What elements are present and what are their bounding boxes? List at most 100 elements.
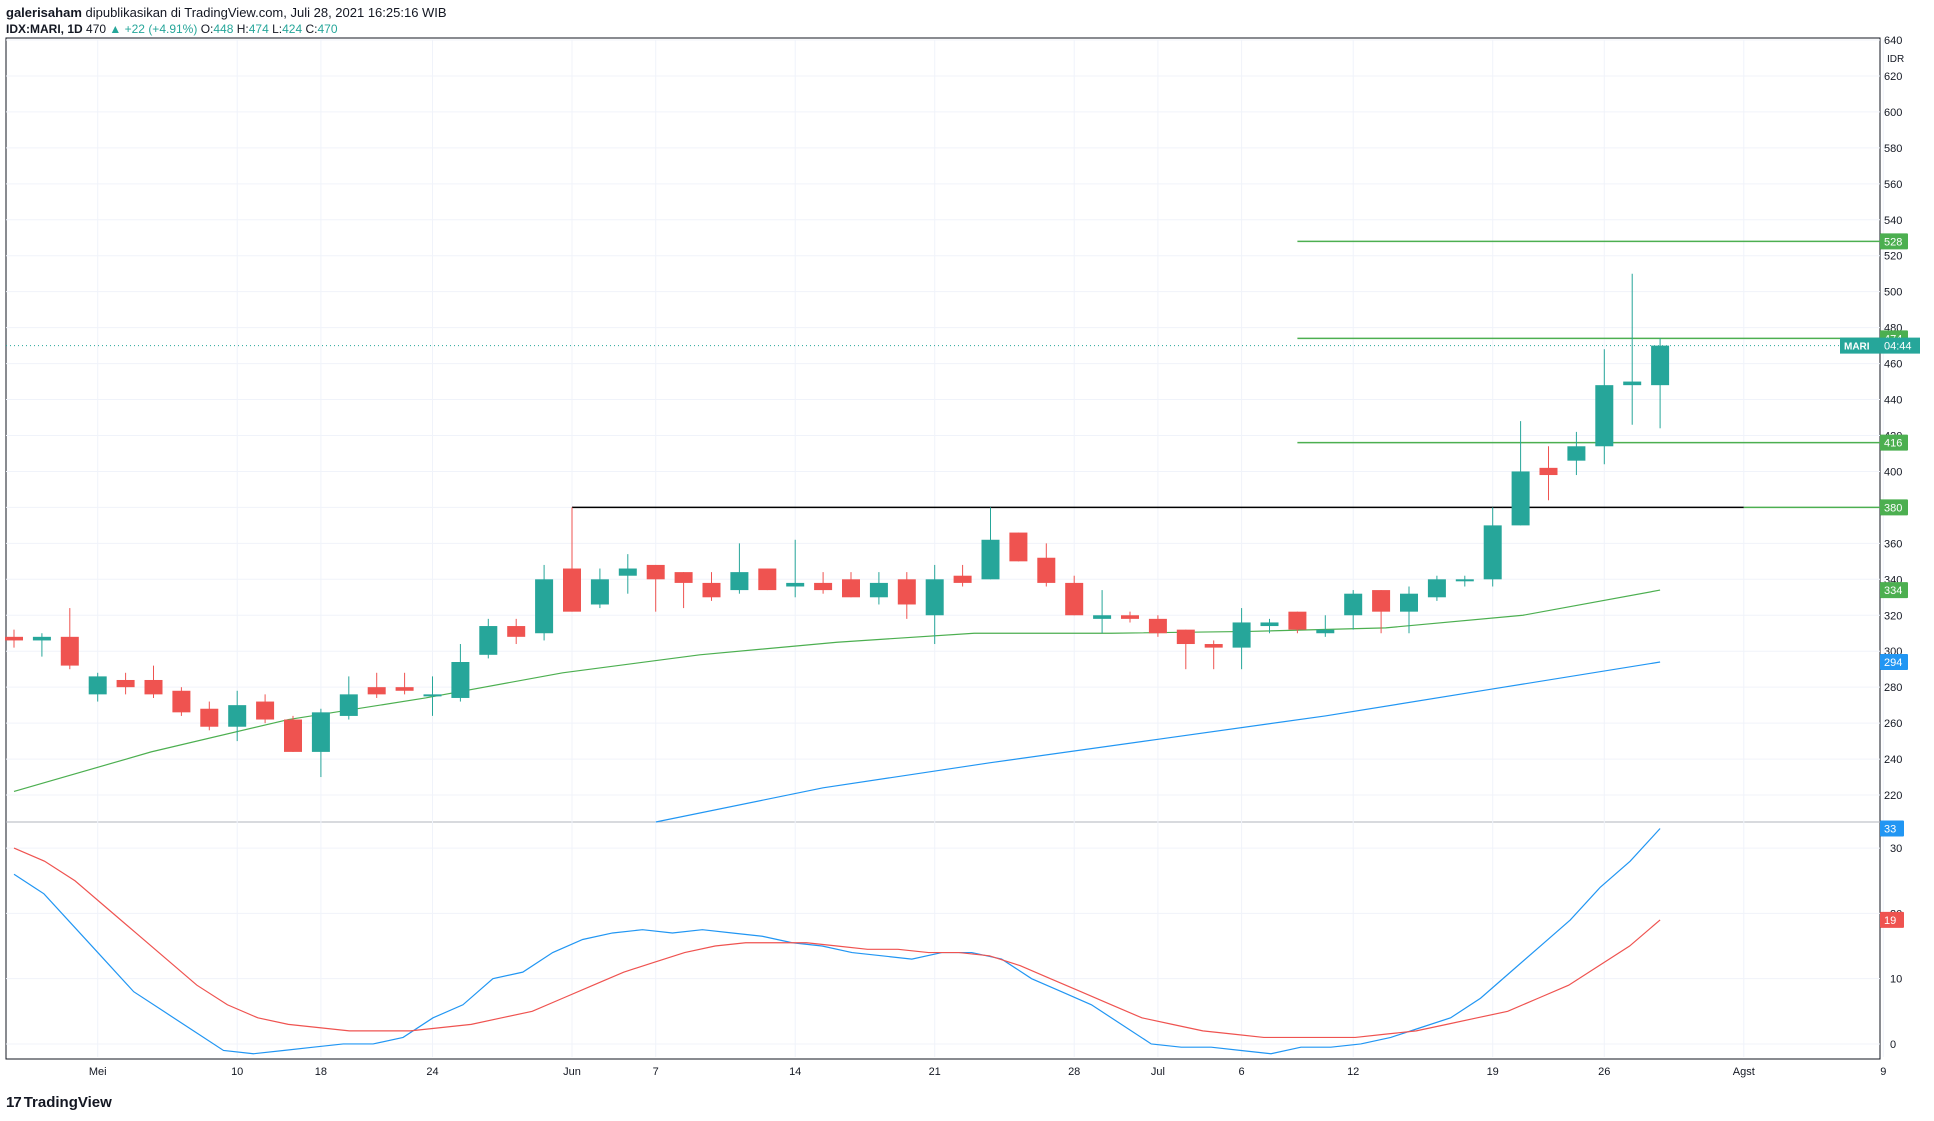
candle-body (1567, 446, 1586, 461)
x-tick-label: Mei (89, 1066, 107, 1078)
candle-body (5, 636, 23, 641)
candle-body (507, 626, 526, 637)
candle-body (423, 694, 442, 697)
tradingview-logo-icon: 17 (6, 1094, 22, 1111)
y-tick-label: 440 (1884, 395, 1902, 407)
y-tick-label: 560 (1884, 179, 1902, 191)
candle (1148, 615, 1167, 637)
candle (1455, 575, 1474, 587)
candle (172, 687, 191, 716)
close-value: 470 (317, 22, 338, 36)
candle-body (646, 564, 665, 580)
candle (1009, 532, 1028, 562)
candle-body (563, 568, 581, 612)
candle (1037, 543, 1056, 587)
open-label: O: (200, 22, 214, 36)
candle (1511, 421, 1530, 526)
candle (367, 672, 386, 698)
candle-body (1400, 593, 1418, 612)
low-label: L: (272, 22, 283, 36)
y-tick-label: 620 (1884, 71, 1902, 83)
candle (311, 708, 330, 778)
candle (786, 539, 805, 598)
y-tick-label: 540 (1884, 215, 1902, 227)
x-tick-label: 14 (789, 1066, 801, 1078)
publish-info: galerisaham dipublikasikan di TradingVie… (6, 5, 447, 20)
low-value: 424 (282, 22, 303, 36)
moving-average-green (13, 589, 1661, 793)
candle-body (172, 690, 191, 713)
y-tick-label: 580 (1884, 143, 1902, 155)
candle (1427, 575, 1446, 601)
candle (590, 568, 609, 609)
candle (981, 507, 1000, 580)
symbol-tag-bg (1840, 337, 1880, 354)
x-tick-label: 21 (929, 1066, 941, 1078)
x-tick-label: 28 (1068, 1066, 1080, 1078)
osc-value-label: 19 (1884, 915, 1896, 927)
candle-body (1595, 385, 1614, 447)
ma-price-label-bg (1880, 582, 1908, 599)
candle (730, 543, 749, 594)
y-tick-label: 220 (1884, 790, 1902, 802)
x-tick-label: Jul (1151, 1066, 1165, 1078)
x-tick-label: 9 (1880, 1066, 1886, 1078)
osc-y-tick-label: 10 (1890, 974, 1902, 986)
candle (1595, 349, 1614, 465)
candle-body (897, 579, 916, 605)
candle-body (144, 679, 163, 695)
candle (618, 554, 637, 594)
candle (1232, 608, 1251, 670)
candle-body (1483, 525, 1502, 580)
candle-body (730, 572, 749, 591)
candle-body (1372, 590, 1391, 612)
candle (869, 572, 888, 605)
y-tick-label: 600 (1884, 107, 1902, 119)
candle (507, 618, 526, 645)
candle (1400, 586, 1418, 634)
candle-body (395, 687, 414, 691)
candle (1372, 590, 1391, 634)
candle (1260, 618, 1279, 634)
candle-body (1037, 557, 1056, 583)
y-tick-label: 240 (1884, 754, 1902, 766)
candle-body (869, 582, 888, 598)
candle (144, 665, 163, 698)
candle (925, 564, 944, 645)
candle (1093, 590, 1112, 634)
close-label: C: (305, 22, 318, 36)
candle-body (1539, 467, 1558, 476)
candle-body (479, 626, 498, 655)
candle-body (311, 712, 330, 752)
candle-body (1204, 644, 1223, 648)
candle (1065, 575, 1084, 616)
candle-body (786, 582, 805, 587)
candle-body (32, 636, 51, 641)
candle-body (200, 708, 219, 727)
osc-y-tick-label: 30 (1890, 843, 1902, 855)
y-tick-label: 320 (1884, 610, 1902, 622)
tradingview-logo[interactable]: 17 TradingView (6, 1094, 112, 1111)
publish-text: dipublikasikan di TradingView.com, Juli … (85, 5, 447, 20)
ma-price-label: 294 (1884, 657, 1902, 669)
level-price-label-bg (1880, 233, 1908, 250)
osc-value-label: 33 (1884, 824, 1896, 836)
candle-body (256, 701, 275, 720)
candle (451, 644, 470, 702)
level-price-label: 380 (1884, 502, 1902, 514)
candle-body (1093, 615, 1112, 619)
x-tick-label: Jun (563, 1066, 581, 1078)
candle (395, 672, 414, 695)
symbol-name[interactable]: IDX:MARI, 1D (6, 22, 83, 36)
symbol-tag: MARI (1844, 342, 1870, 353)
y-tick-label: 360 (1884, 538, 1902, 550)
y-tick-label: 280 (1884, 682, 1902, 694)
candle (674, 572, 693, 609)
candle (423, 676, 442, 716)
candle-body (535, 579, 554, 634)
ma-price-label-bg (1880, 654, 1908, 671)
up-arrow-icon: ▲ (109, 22, 122, 36)
candle (60, 608, 79, 670)
candle-body (1651, 345, 1670, 386)
